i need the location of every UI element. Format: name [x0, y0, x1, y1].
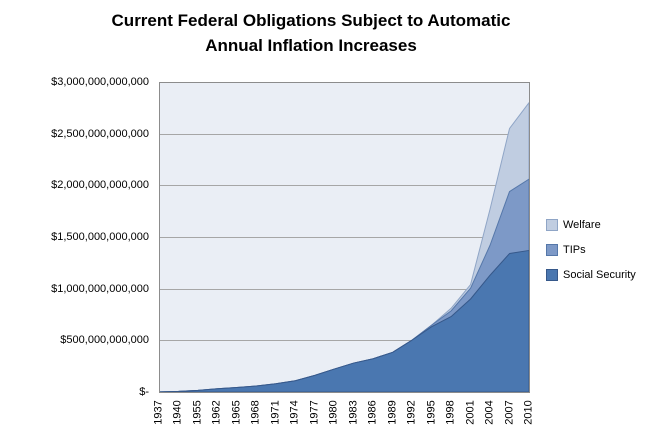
x-axis-tick-label: 2010: [522, 400, 535, 425]
x-axis-tick-label: 1989: [386, 400, 399, 425]
plot-area: [159, 82, 530, 393]
x-axis-tick-label: 1980: [327, 400, 340, 425]
x-axis-tick-label: 1977: [308, 400, 321, 425]
x-axis-tick-label: 1971: [269, 400, 282, 425]
legend-item-welfare: Welfare: [546, 219, 636, 231]
x-axis-tick-label: 1974: [288, 400, 301, 425]
y-axis-tick-label: $2,500,000,000,000: [51, 127, 149, 140]
x-axis-tick-label: 1983: [347, 400, 360, 425]
y-axis-tick-label: $2,000,000,000,000: [51, 179, 149, 192]
legend-swatch-icon: [546, 219, 558, 231]
legend-label: Welfare: [563, 219, 601, 231]
legend-swatch-icon: [546, 244, 558, 256]
x-axis-tick-label: 2004: [483, 400, 496, 425]
x-axis-tick-label: 1968: [249, 400, 262, 425]
chart-title: Current Federal Obligations Subject to A…: [0, 8, 622, 58]
x-axis-tick-label: 1937: [152, 400, 165, 425]
x-axis-tick-label: 1965: [230, 400, 243, 425]
x-axis-tick-label: 1955: [191, 400, 204, 425]
x-axis-tick-label: 1962: [210, 400, 223, 425]
chart-title-line2: Annual Inflation Increases: [205, 36, 417, 55]
x-axis-tick-label: 1992: [405, 400, 418, 425]
y-axis-tick-label: $-: [139, 386, 149, 398]
x-axis-tick-label: 1986: [366, 400, 379, 425]
y-axis-tick-label: $1,500,000,000,000: [51, 231, 149, 243]
legend-swatch-icon: [546, 269, 558, 281]
area-series-social-security: [159, 249, 530, 393]
plot-border: [159, 82, 530, 393]
legend-label: Social Security: [563, 269, 636, 281]
x-axis-tick-label: 2001: [464, 400, 477, 425]
y-axis-tick-label: $1,000,000,000,000: [51, 282, 149, 295]
x-axis-tick-label: 1995: [425, 400, 438, 425]
legend-item-tips: TIPs: [546, 244, 636, 256]
x-axis-tick-label: 2007: [503, 400, 516, 425]
legend: Welfare TIPs Social Security: [546, 219, 636, 294]
x-axis-tick-label: 1998: [444, 400, 457, 425]
legend-item-social-security: Social Security: [546, 269, 636, 281]
chart-title-line1: Current Federal Obligations Subject to A…: [111, 11, 511, 30]
y-axis-tick-label: $500,000,000,000: [60, 334, 149, 347]
y-axis-tick-label: $3,000,000,000,000: [51, 76, 149, 88]
x-axis-tick-label: 1940: [171, 400, 184, 425]
legend-label: TIPs: [563, 244, 586, 256]
